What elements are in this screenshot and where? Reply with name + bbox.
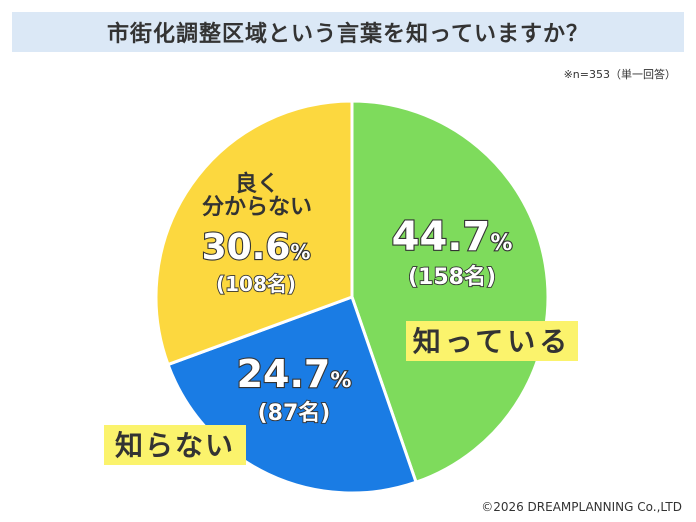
slice-percent-1: 24.7%	[237, 352, 352, 396]
slice-percent-value-2: 30.6	[202, 227, 291, 268]
slice-count-0: (158名)	[408, 264, 496, 290]
slice-category-line-2-1: 分からない	[202, 195, 312, 220]
slice-category-line-2-0: 良く	[235, 171, 279, 197]
slice-percent-value-0: 44.7	[392, 214, 491, 260]
slice-percent-2: 30.6%	[202, 227, 311, 268]
slice-label-group-0: 44.7% (158名) 知っている	[391, 213, 578, 361]
slice-percent-unit-2: %	[290, 240, 310, 264]
slice-label-group-2: 30.6% (108名) 良く分からない	[200, 171, 312, 297]
pie-slices	[154, 99, 550, 495]
chart-title-bar: 市街化調整区域という言葉を知っていますか？	[12, 12, 684, 52]
slice-category-label-1: 知らない	[115, 429, 235, 462]
slice-category-label-0: 知っている	[413, 325, 572, 358]
slice-percent-value-1: 24.7	[237, 352, 331, 396]
slice-percent-0: 44.7%	[392, 214, 513, 260]
slice-label-group-1: 24.7% (87名) 知らない	[104, 351, 353, 465]
slice-category-highlight-1	[104, 425, 246, 465]
slice-percent-unit-1: %	[330, 368, 351, 392]
chart-title: 市街化調整区域という言葉を知っていますか？	[107, 22, 589, 47]
slice-percent-unit-0: %	[490, 231, 512, 256]
slice-count-1: (87名)	[258, 400, 331, 426]
pie-slice-2	[154, 99, 354, 367]
slice-count-2: (108名)	[216, 272, 296, 296]
copyright-text: ©2026 DREAMPLANNING Co.,LTD	[481, 500, 682, 514]
pie-labels: 44.7% (158名) 知っている 24.7% (87名) 知らない 30.6% (108名…	[104, 171, 578, 465]
slice-category-label-2: 良く分からない	[202, 171, 312, 220]
sample-size-note: ※n=353（単一回答）	[563, 68, 676, 81]
pie-slice-0	[350, 99, 550, 485]
slice-category-highlight-0	[406, 321, 578, 361]
